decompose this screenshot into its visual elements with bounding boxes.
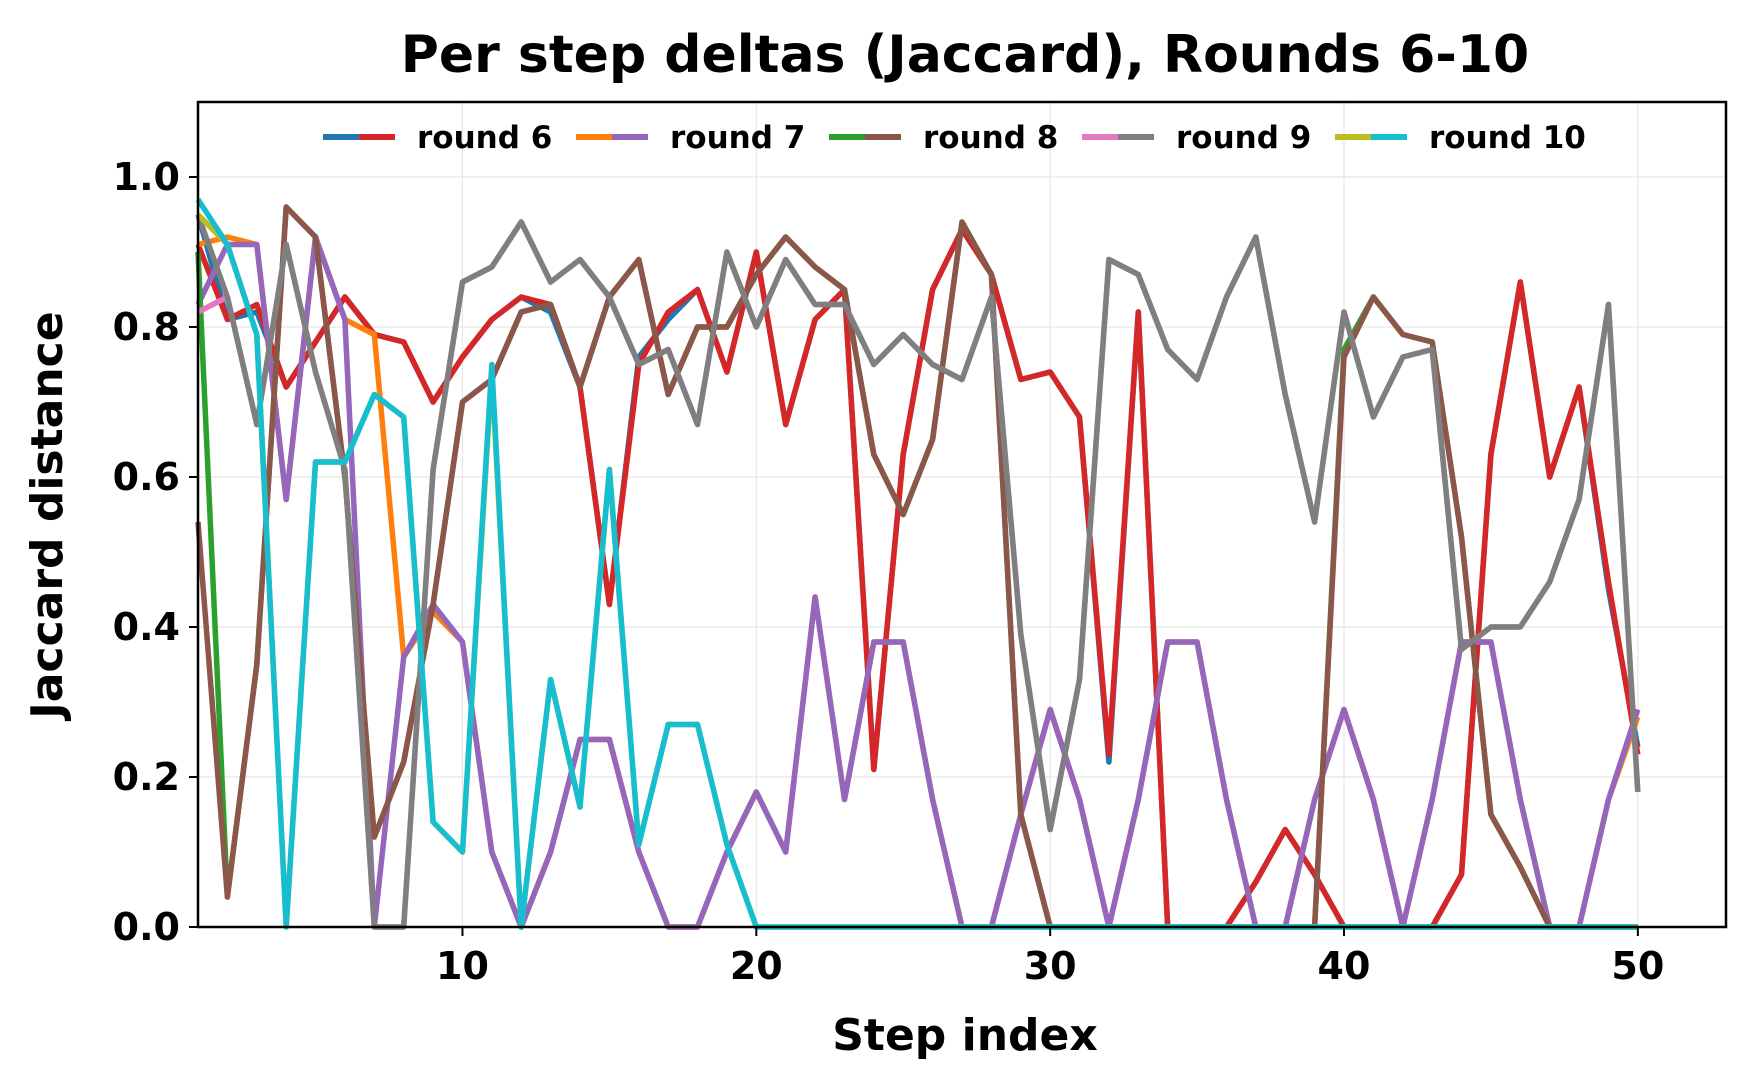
y-tick-label: 0.0: [113, 905, 180, 949]
axis-ticks: 10 20 30 40 50 0.0 0.2 0.4 0.6 0.8 1.0: [113, 155, 1665, 988]
chart-title: Per step deltas (Jaccard), Rounds 6-10: [401, 25, 1530, 85]
y-axis-label: Jaccard distance: [22, 311, 73, 721]
legend-label: round 6: [417, 120, 552, 156]
x-tick-label: 50: [1611, 944, 1664, 988]
legend-entry: round 7: [576, 120, 805, 156]
y-tick-label: 1.0: [113, 155, 180, 199]
y-tick-label: 0.2: [113, 755, 180, 799]
legend: round 6 round 7 round 8 round 9 round 10: [323, 120, 1586, 156]
series-line-6: [195, 204, 1638, 930]
x-tick-label: 10: [436, 944, 489, 988]
legend-label: round 7: [670, 120, 805, 156]
y-tick-label: 0.8: [113, 305, 180, 349]
x-tick-label: 30: [1024, 944, 1077, 988]
legend-entry: round 8: [829, 120, 1058, 156]
legend-entry: round 9: [1082, 120, 1311, 156]
series-line-8: [195, 213, 1641, 930]
y-tick-label: 0.6: [113, 455, 180, 499]
series-line-4: [195, 234, 1641, 930]
legend-entry: round 6: [323, 120, 552, 156]
legend-label: round 10: [1429, 120, 1586, 156]
legend-label: round 8: [923, 120, 1058, 156]
x-tick-label: 40: [1318, 944, 1371, 988]
x-tick-label: 20: [730, 944, 783, 988]
legend-entry: round 10: [1335, 120, 1586, 156]
y-tick-label: 0.4: [113, 605, 180, 649]
legend-label: round 9: [1176, 120, 1311, 156]
x-axis-label: Step index: [832, 1010, 1098, 1061]
plot-frame: [196, 100, 1728, 929]
